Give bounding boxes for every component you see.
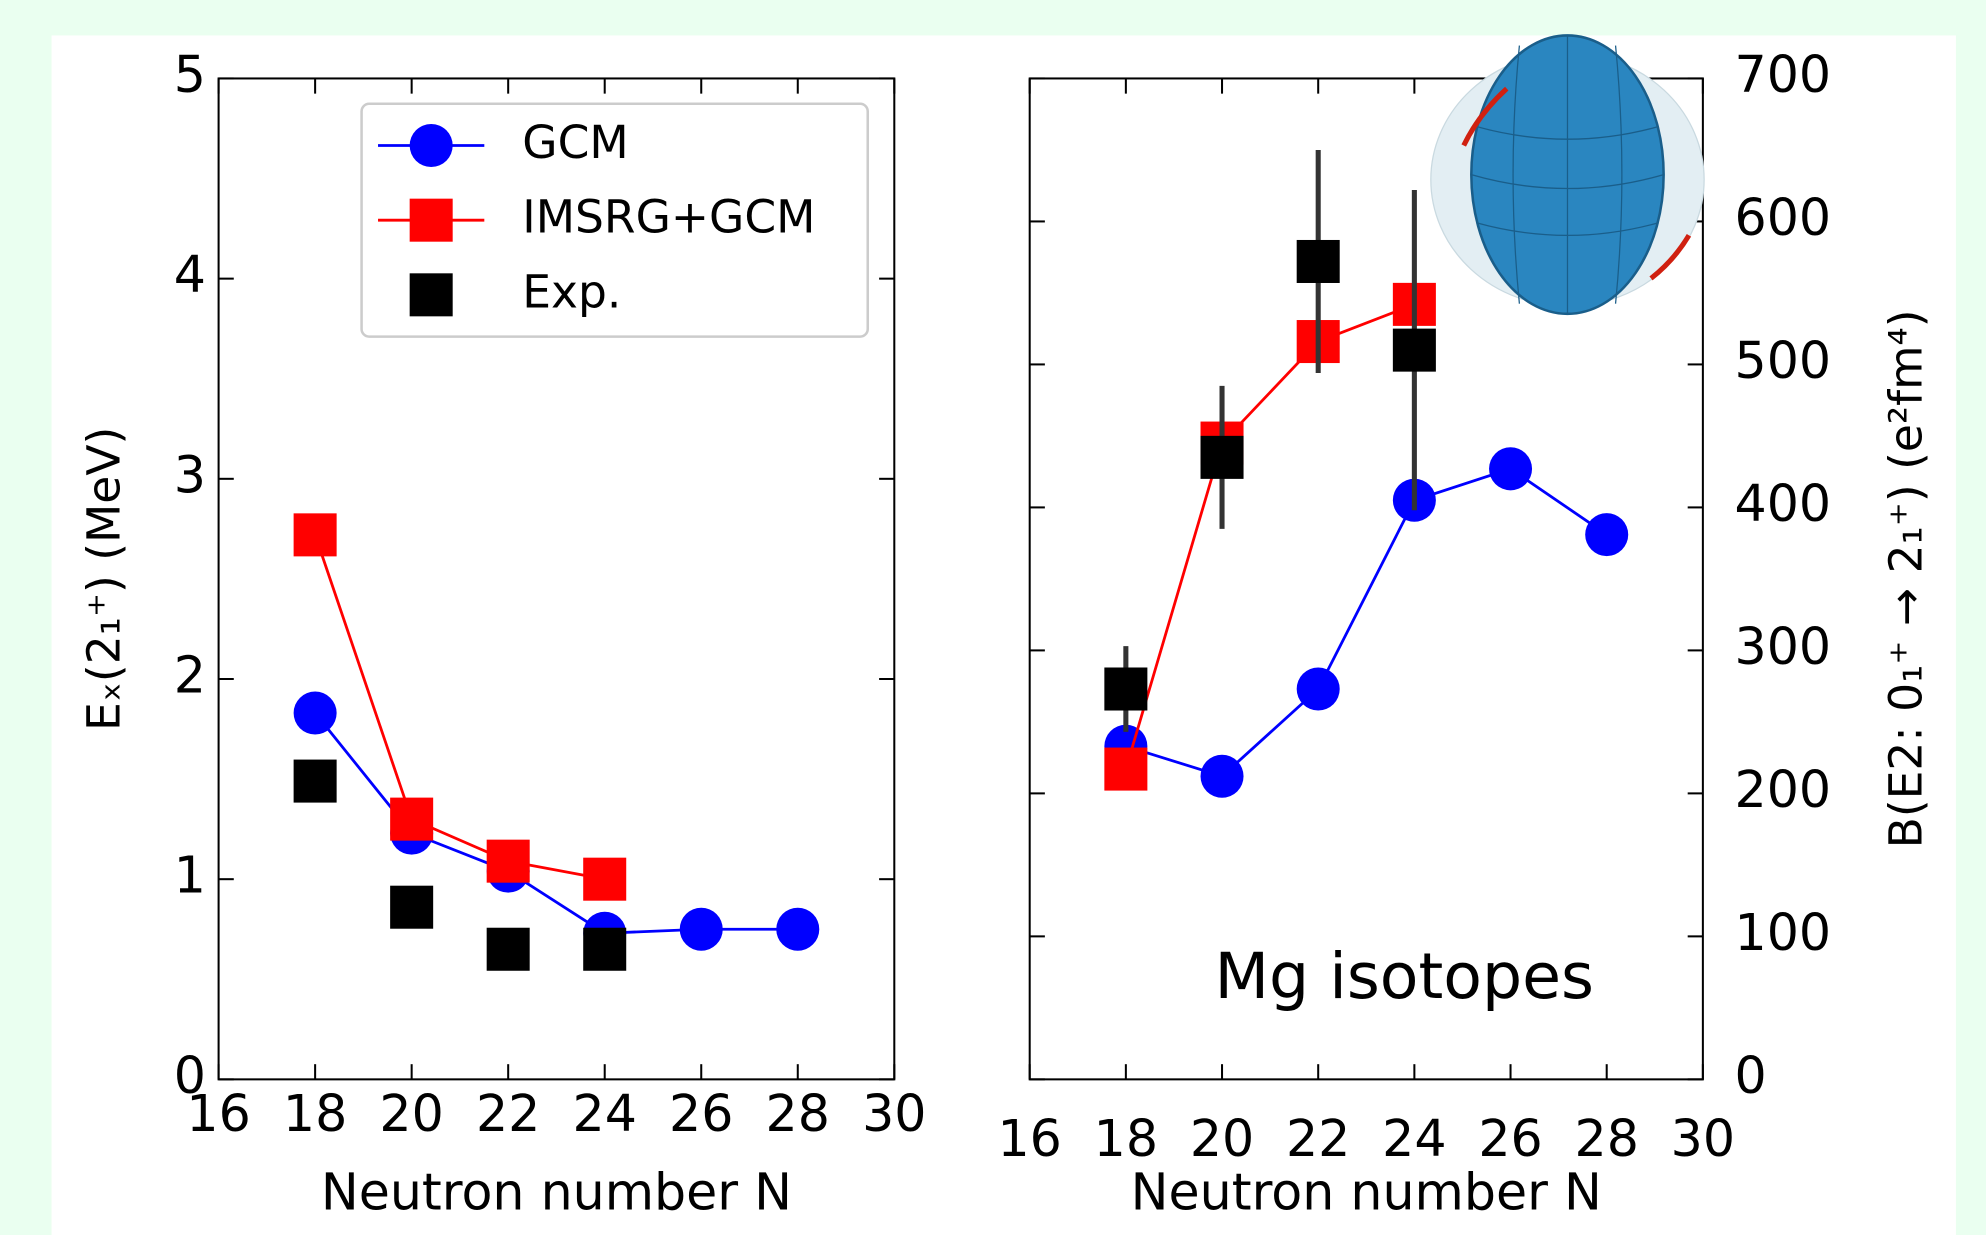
y-tick-label: 4 bbox=[174, 245, 206, 304]
x-tick-label: 22 bbox=[476, 1084, 540, 1143]
marker bbox=[583, 858, 626, 901]
marker bbox=[1393, 329, 1436, 372]
marker bbox=[390, 798, 433, 841]
marker bbox=[1297, 240, 1340, 283]
x-tick-label: 30 bbox=[1671, 1109, 1735, 1168]
y-tick-label: 2 bbox=[174, 645, 206, 704]
x-tick-label: 26 bbox=[669, 1084, 733, 1143]
x-axis-label: Neutron number N bbox=[1131, 1162, 1602, 1221]
legend-marker bbox=[410, 273, 453, 316]
marker bbox=[1297, 667, 1340, 710]
marker bbox=[776, 908, 819, 951]
y-tick-label: 300 bbox=[1735, 617, 1832, 676]
x-tick-label: 28 bbox=[1575, 1109, 1639, 1168]
marker bbox=[1104, 748, 1147, 791]
x-tick-label: 28 bbox=[766, 1084, 830, 1143]
x-tick-label: 20 bbox=[379, 1084, 443, 1143]
y-tick-label: 100 bbox=[1735, 903, 1832, 962]
y-tick-label: 3 bbox=[174, 445, 206, 504]
x-tick-label: 20 bbox=[1190, 1109, 1254, 1168]
x-tick-label: 22 bbox=[1286, 1109, 1350, 1168]
marker bbox=[294, 513, 337, 556]
y-tick-label: 200 bbox=[1735, 760, 1832, 819]
marker bbox=[1201, 436, 1244, 479]
marker bbox=[583, 928, 626, 971]
y-axis-label: Eₓ(2₁⁺) (MeV) bbox=[78, 427, 131, 731]
y-axis-label: B(E2: 0₁⁺ → 2₁⁺) (e²fm⁴) bbox=[1880, 309, 1933, 848]
y-tick-label: 400 bbox=[1735, 474, 1832, 533]
marker bbox=[1489, 447, 1532, 490]
marker bbox=[487, 840, 530, 883]
legend-label: GCM bbox=[522, 116, 628, 169]
marker bbox=[1585, 513, 1628, 556]
y-tick-label: 5 bbox=[174, 45, 206, 104]
marker bbox=[1104, 667, 1147, 710]
marker bbox=[1201, 755, 1244, 798]
x-tick-label: 16 bbox=[997, 1109, 1061, 1168]
marker bbox=[294, 692, 337, 735]
x-axis-label: Neutron number N bbox=[321, 1162, 792, 1221]
x-tick-label: 18 bbox=[283, 1084, 347, 1143]
page: {"chart_data": [ {"type": "line", "xlabe… bbox=[0, 0, 1986, 1235]
figure: 1618202224262830012345Neutron number NEₓ… bbox=[0, 0, 1986, 1235]
y-tick-label: 0 bbox=[174, 1046, 206, 1105]
x-tick-label: 24 bbox=[573, 1084, 637, 1143]
x-tick-label: 18 bbox=[1094, 1109, 1158, 1168]
y-tick-label: 700 bbox=[1735, 45, 1832, 104]
legend-label: IMSRG+GCM bbox=[522, 191, 815, 244]
x-tick-label: 30 bbox=[862, 1084, 926, 1143]
y-tick-label: 600 bbox=[1735, 188, 1832, 247]
legend-marker bbox=[410, 199, 453, 242]
y-tick-label: 0 bbox=[1735, 1046, 1767, 1105]
marker bbox=[487, 928, 530, 971]
x-tick-label: 26 bbox=[1478, 1109, 1542, 1168]
x-tick-label: 24 bbox=[1382, 1109, 1446, 1168]
marker bbox=[294, 760, 337, 803]
annotation: Mg isotopes bbox=[1214, 939, 1594, 1013]
y-tick-label: 1 bbox=[174, 846, 206, 905]
y-tick-label: 500 bbox=[1735, 331, 1832, 390]
marker bbox=[390, 886, 433, 929]
legend-label: Exp. bbox=[522, 265, 621, 318]
marker bbox=[680, 908, 723, 951]
legend-marker bbox=[410, 124, 453, 167]
